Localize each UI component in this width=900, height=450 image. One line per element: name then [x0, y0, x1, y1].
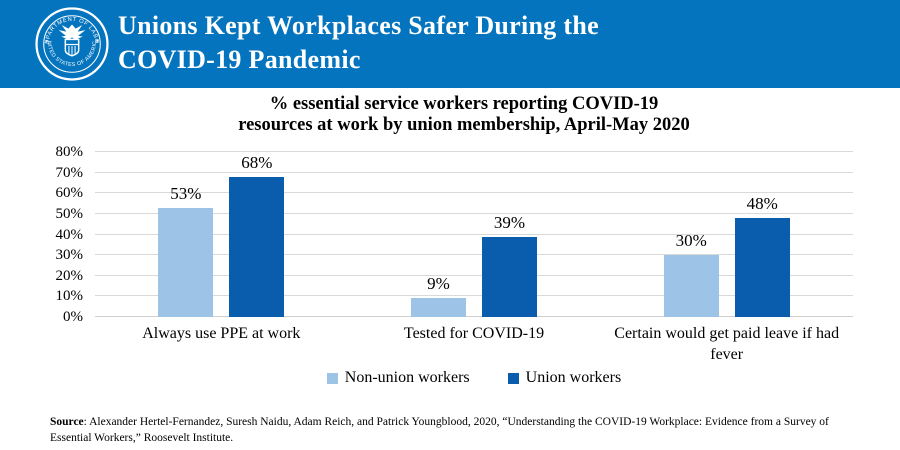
bar-value-label: 39% — [493, 212, 526, 232]
gridline-10 — [95, 295, 853, 297]
department-of-labor-seal-icon: DEPARTMENT OF LABOR UNITED STATES OF AME… — [35, 7, 109, 81]
bar-value-label: 30% — [675, 231, 707, 251]
legend-label: Union workers — [525, 369, 622, 386]
gridline-80 — [95, 151, 853, 152]
header-banner: DEPARTMENT OF LABOR UNITED STATES OF AME… — [0, 0, 900, 88]
y-tick-label-20: 20% — [55, 267, 84, 284]
bar-group-2: 30% 48% — [600, 152, 853, 317]
y-tick-label-70: 70% — [55, 164, 84, 181]
bar-value-label: 9% — [427, 274, 450, 294]
gridline-20 — [95, 274, 853, 276]
legend-swatch-icon — [507, 372, 519, 384]
bar-non-union-workers-2: 30% — [663, 231, 719, 317]
y-tick-label-0: 0% — [63, 309, 83, 325]
y-tick-label-10: 10% — [55, 288, 84, 305]
category-label-2: Certain would get paid leave if had feve… — [614, 325, 840, 364]
y-axis: 0% 10% 20% 30% 40% 50% 60% 70% 80% — [0, 144, 88, 325]
source-label: Source — [50, 416, 84, 428]
y-tick-label-60: 60% — [55, 185, 84, 202]
gridline-50 — [95, 212, 853, 214]
gridline-40 — [95, 233, 853, 235]
bar-non-union-workers-0: 53% — [158, 184, 214, 317]
x-axis-category-labels: Always use PPE at work Tested for COVID-1… — [95, 323, 853, 365]
bar-union-workers-1: 39% — [482, 213, 537, 317]
gridline-30 — [95, 254, 853, 256]
page-title-line2: COVID-19 Pandemic — [118, 44, 361, 74]
bar-value-label: 48% — [746, 194, 778, 213]
bar-value-label: 68% — [241, 152, 273, 172]
chart-title-line1: % essential service workers reporting CO… — [269, 94, 659, 114]
legend-label: Non-union workers — [344, 369, 470, 386]
y-tick-label-80: 80% — [55, 144, 84, 160]
legend-item-non-union-workers: Non-union workers — [326, 369, 470, 387]
legend: Non-union workers Union workers — [95, 369, 853, 387]
y-tick-label-30: 30% — [55, 247, 84, 264]
legend-item-union-workers: Union workers — [507, 369, 622, 387]
page-title-line1: Unions Kept Workplaces Safer During the — [118, 11, 599, 40]
bar-value-label: 53% — [170, 183, 202, 203]
bar-non-union-workers-1: 9% — [411, 274, 466, 317]
gridline-0 — [95, 316, 853, 317]
category-label-0: Always use PPE at work — [142, 325, 301, 342]
shield-icon — [64, 38, 80, 57]
bar-union-workers-0: 68% — [229, 153, 285, 317]
source-note: Source: Alexander Hertel-Fernandez, Sure… — [50, 414, 850, 446]
eagle-icon — [58, 24, 86, 40]
bar-union-workers-2: 48% — [734, 194, 790, 317]
category-label-1: Tested for COVID-19 — [403, 325, 545, 342]
bar-group-1: 9% 39% — [348, 152, 601, 317]
source-text: : Alexander Hertel-Fernandez, Suresh Nai… — [50, 416, 829, 445]
page-title: Unions Kept Workplaces Safer During the … — [118, 9, 599, 77]
legend-swatch-icon — [326, 372, 338, 384]
chart-title: % essential service workers reporting CO… — [0, 94, 900, 137]
gridline-70 — [95, 171, 853, 173]
plot-area: 53% 68% 9% 39% 30% 48% — [95, 151, 853, 317]
y-tick-label-40: 40% — [55, 226, 84, 243]
gridline-60 — [95, 192, 853, 194]
chart-title-line2: resources at work by union membership, A… — [238, 115, 690, 136]
bar-groups: 53% 68% 9% 39% 30% 48% — [95, 152, 853, 317]
y-tick-label-50: 50% — [55, 205, 84, 222]
bar-group-0: 53% 68% — [95, 152, 348, 317]
